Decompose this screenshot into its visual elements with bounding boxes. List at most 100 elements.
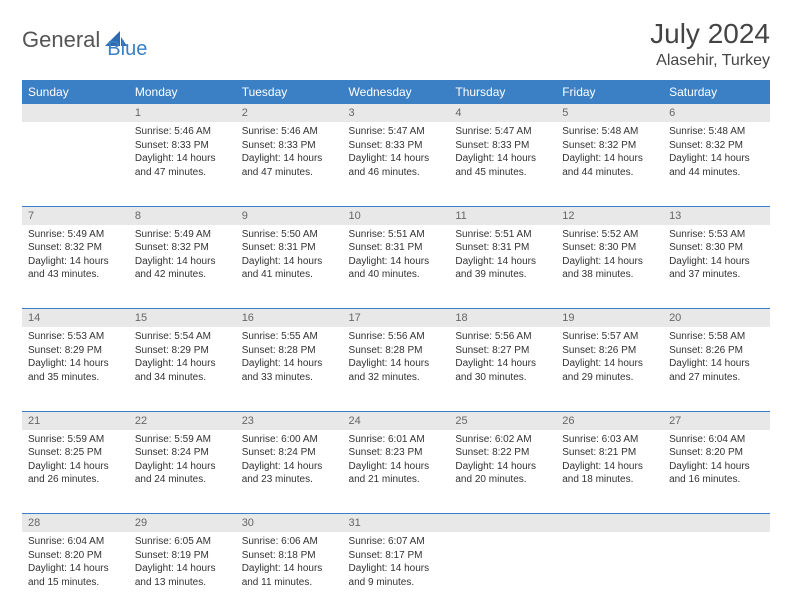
daylight-text: Daylight: 14 hours (28, 357, 123, 371)
day-number-cell: 24 (343, 411, 450, 430)
day-number-cell (663, 514, 770, 533)
day-content-cell: Sunrise: 6:02 AMSunset: 8:22 PMDaylight:… (449, 430, 556, 514)
sunrise-text: Sunrise: 5:51 AM (349, 228, 444, 242)
daylight-text: and 40 minutes. (349, 268, 444, 282)
weekday-header: Monday (129, 80, 236, 104)
day-content-cell: Sunrise: 5:49 AMSunset: 8:32 PMDaylight:… (129, 225, 236, 309)
daylight-text: Daylight: 14 hours (28, 562, 123, 576)
sunrise-text: Sunrise: 5:53 AM (28, 330, 123, 344)
month-title: July 2024 (650, 18, 770, 50)
day-content-cell (449, 532, 556, 616)
daylight-text: and 16 minutes. (669, 473, 764, 487)
daylight-text: and 26 minutes. (28, 473, 123, 487)
sunrise-text: Sunrise: 5:47 AM (349, 125, 444, 139)
day-number-cell: 26 (556, 411, 663, 430)
daylight-text: and 44 minutes. (562, 166, 657, 180)
daylight-text: Daylight: 14 hours (349, 460, 444, 474)
day-number-row: 28293031 (22, 514, 770, 533)
daylight-text: and 44 minutes. (669, 166, 764, 180)
day-number-cell: 8 (129, 206, 236, 225)
title-block: July 2024 Alasehir, Turkey (650, 18, 770, 70)
daylight-text: Daylight: 14 hours (562, 460, 657, 474)
daylight-text: and 35 minutes. (28, 371, 123, 385)
day-number-cell: 4 (449, 104, 556, 122)
sunset-text: Sunset: 8:29 PM (135, 344, 230, 358)
day-content-cell: Sunrise: 6:00 AMSunset: 8:24 PMDaylight:… (236, 430, 343, 514)
sunrise-text: Sunrise: 5:51 AM (455, 228, 550, 242)
daylight-text: and 27 minutes. (669, 371, 764, 385)
sunrise-text: Sunrise: 5:46 AM (135, 125, 230, 139)
day-number-row: 78910111213 (22, 206, 770, 225)
sunset-text: Sunset: 8:24 PM (135, 446, 230, 460)
sunset-text: Sunset: 8:25 PM (28, 446, 123, 460)
sunrise-text: Sunrise: 6:04 AM (28, 535, 123, 549)
day-content-cell: Sunrise: 6:06 AMSunset: 8:18 PMDaylight:… (236, 532, 343, 616)
daylight-text: Daylight: 14 hours (135, 152, 230, 166)
daylight-text: and 9 minutes. (349, 576, 444, 590)
sunrise-text: Sunrise: 6:07 AM (349, 535, 444, 549)
day-content-cell (556, 532, 663, 616)
calendar-table: Sunday Monday Tuesday Wednesday Thursday… (22, 80, 770, 616)
sunrise-text: Sunrise: 6:00 AM (242, 433, 337, 447)
day-number-cell: 29 (129, 514, 236, 533)
day-number-cell: 31 (343, 514, 450, 533)
sunset-text: Sunset: 8:20 PM (669, 446, 764, 460)
sunset-text: Sunset: 8:33 PM (349, 139, 444, 153)
day-content-cell: Sunrise: 5:50 AMSunset: 8:31 PMDaylight:… (236, 225, 343, 309)
daylight-text: Daylight: 14 hours (135, 562, 230, 576)
sunset-text: Sunset: 8:26 PM (562, 344, 657, 358)
location: Alasehir, Turkey (650, 52, 770, 70)
day-number-cell: 22 (129, 411, 236, 430)
sunset-text: Sunset: 8:32 PM (135, 241, 230, 255)
day-number-cell: 7 (22, 206, 129, 225)
day-number-cell: 30 (236, 514, 343, 533)
sunrise-text: Sunrise: 5:48 AM (562, 125, 657, 139)
sunrise-text: Sunrise: 5:53 AM (669, 228, 764, 242)
day-number-cell: 20 (663, 309, 770, 328)
sunrise-text: Sunrise: 6:04 AM (669, 433, 764, 447)
day-content-cell: Sunrise: 5:46 AMSunset: 8:33 PMDaylight:… (129, 122, 236, 206)
sunrise-text: Sunrise: 5:59 AM (135, 433, 230, 447)
daylight-text: Daylight: 14 hours (242, 152, 337, 166)
sunset-text: Sunset: 8:27 PM (455, 344, 550, 358)
day-content-cell (663, 532, 770, 616)
daylight-text: and 15 minutes. (28, 576, 123, 590)
day-content-row: Sunrise: 6:04 AMSunset: 8:20 PMDaylight:… (22, 532, 770, 616)
sunrise-text: Sunrise: 5:56 AM (349, 330, 444, 344)
daylight-text: Daylight: 14 hours (669, 255, 764, 269)
day-number-cell: 2 (236, 104, 343, 122)
sunrise-text: Sunrise: 5:57 AM (562, 330, 657, 344)
sunset-text: Sunset: 8:31 PM (242, 241, 337, 255)
weekday-header: Thursday (449, 80, 556, 104)
daylight-text: and 20 minutes. (455, 473, 550, 487)
day-content-cell: Sunrise: 6:04 AMSunset: 8:20 PMDaylight:… (22, 532, 129, 616)
logo-text-blue: Blue (107, 38, 147, 61)
sunrise-text: Sunrise: 5:47 AM (455, 125, 550, 139)
day-content-row: Sunrise: 5:53 AM Sunset: 8:29 PM Daylight:… (22, 327, 770, 411)
daylight-text: Daylight: 14 hours (669, 152, 764, 166)
day-content-row: Sunrise: 5:49 AMSunset: 8:32 PMDaylight:… (22, 225, 770, 309)
day-content-cell: Sunrise: 6:03 AMSunset: 8:21 PMDaylight:… (556, 430, 663, 514)
day-number-cell: 9 (236, 206, 343, 225)
day-number-row: 123456 (22, 104, 770, 122)
daylight-text: Daylight: 14 hours (669, 460, 764, 474)
day-number-cell: 14 (22, 309, 129, 328)
day-content-cell: Sunrise: 5:55 AMSunset: 8:28 PMDaylight:… (236, 327, 343, 411)
daylight-text: and 34 minutes. (135, 371, 230, 385)
sunset-text: Sunset: 8:30 PM (562, 241, 657, 255)
day-content-cell: Sunrise: 6:07 AMSunset: 8:17 PMDaylight:… (343, 532, 450, 616)
day-number-cell: 19 (556, 309, 663, 328)
sunset-text: Sunset: 8:32 PM (669, 139, 764, 153)
day-content-cell: Sunrise: 5:47 AMSunset: 8:33 PMDaylight:… (343, 122, 450, 206)
day-number-cell: 11 (449, 206, 556, 225)
weekday-header: Saturday (663, 80, 770, 104)
daylight-text: and 42 minutes. (135, 268, 230, 282)
daylight-text: and 29 minutes. (562, 371, 657, 385)
day-number-cell: 13 (663, 206, 770, 225)
daylight-text: Daylight: 14 hours (562, 357, 657, 371)
day-content-cell: Sunrise: 5:59 AMSunset: 8:25 PMDaylight:… (22, 430, 129, 514)
daylight-text: Daylight: 14 hours (28, 460, 123, 474)
day-number-cell: 23 (236, 411, 343, 430)
daylight-text: Daylight: 14 hours (455, 152, 550, 166)
daylight-text: Daylight: 14 hours (349, 562, 444, 576)
